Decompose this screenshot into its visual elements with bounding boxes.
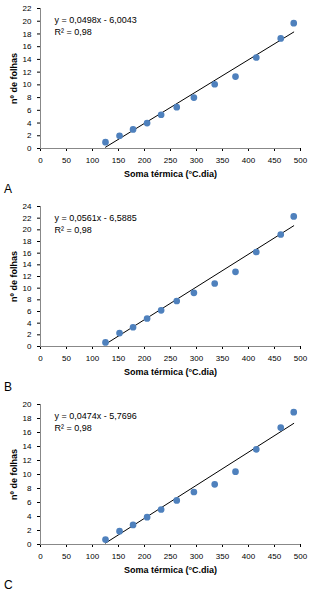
svg-text:nº de folhas: nº de folhas <box>9 449 19 500</box>
html-text:A: A <box>4 182 12 196</box>
svg-text:450: 450 <box>268 156 282 165</box>
svg-text:450: 450 <box>268 552 282 561</box>
svg-text:y = 0,0498x - 6,0043: y = 0,0498x - 6,0043 <box>55 15 137 25</box>
svg-text:y = 0,0561x - 6,5885: y = 0,0561x - 6,5885 <box>55 213 137 223</box>
svg-text:8: 8 <box>27 484 32 493</box>
svg-text:400: 400 <box>242 156 256 165</box>
svg-text:Soma térmica (°C.dia): Soma térmica (°C.dia) <box>124 367 217 377</box>
svg-text:18: 18 <box>23 30 32 39</box>
svg-text:6: 6 <box>27 307 32 316</box>
svg-text:200: 200 <box>138 552 152 561</box>
svg-text:Soma térmica (°C.dia): Soma térmica (°C.dia) <box>124 169 217 179</box>
svg-text:4: 4 <box>27 512 32 521</box>
svg-text:450: 450 <box>268 354 282 363</box>
svg-text:10: 10 <box>23 80 32 89</box>
svg-text:14: 14 <box>23 55 32 64</box>
svg-text:500: 500 <box>294 552 308 561</box>
svg-text:14: 14 <box>23 442 32 451</box>
svg-text:8: 8 <box>27 93 32 102</box>
svg-text:10: 10 <box>23 284 32 293</box>
svg-text:20: 20 <box>23 400 32 409</box>
svg-text:2: 2 <box>27 526 32 535</box>
svg-text:nº de folhas: nº de folhas <box>9 251 19 302</box>
html-text:B: B <box>4 380 12 394</box>
svg-text:150: 150 <box>112 156 126 165</box>
svg-text:2: 2 <box>27 131 32 140</box>
svg-text:4: 4 <box>27 119 32 128</box>
svg-text:0: 0 <box>27 144 32 153</box>
svg-text:10: 10 <box>23 470 32 479</box>
svg-text:200: 200 <box>138 354 152 363</box>
svg-text:0: 0 <box>38 354 43 363</box>
svg-text:18: 18 <box>23 237 32 246</box>
svg-text:0: 0 <box>38 552 43 561</box>
svg-text:R² = 0,98: R² = 0,98 <box>55 225 92 235</box>
svg-text:16: 16 <box>23 42 32 51</box>
svg-text:6: 6 <box>27 106 32 115</box>
svg-text:0: 0 <box>27 342 32 351</box>
svg-text:500: 500 <box>294 156 308 165</box>
svg-text:350: 350 <box>216 156 230 165</box>
svg-text:0: 0 <box>38 156 43 165</box>
svg-text:250: 250 <box>164 552 178 561</box>
svg-text:100: 100 <box>86 156 100 165</box>
svg-text:300: 300 <box>190 354 204 363</box>
svg-text:50: 50 <box>62 354 71 363</box>
svg-text:18: 18 <box>23 414 32 423</box>
svg-text:350: 350 <box>216 354 230 363</box>
svg-text:250: 250 <box>164 354 178 363</box>
svg-text:12: 12 <box>23 68 32 77</box>
svg-text:20: 20 <box>23 17 32 26</box>
html-text:C: C <box>4 578 13 592</box>
svg-text:Soma térmica (°C.dia): Soma térmica (°C.dia) <box>124 565 217 575</box>
svg-text:20: 20 <box>23 225 32 234</box>
svg-text:0: 0 <box>27 540 32 549</box>
svg-text:16: 16 <box>23 249 32 258</box>
svg-text:24: 24 <box>23 202 32 211</box>
svg-text:R² = 0,98: R² = 0,98 <box>55 423 92 433</box>
svg-text:12: 12 <box>23 456 32 465</box>
svg-text:4: 4 <box>27 319 32 328</box>
svg-text:100: 100 <box>86 354 100 363</box>
svg-text:16: 16 <box>23 428 32 437</box>
svg-text:350: 350 <box>216 552 230 561</box>
svg-text:14: 14 <box>23 260 32 269</box>
svg-text:250: 250 <box>164 156 178 165</box>
svg-text:12: 12 <box>23 272 32 281</box>
svg-text:400: 400 <box>242 354 256 363</box>
svg-text:200: 200 <box>138 156 152 165</box>
svg-text:100: 100 <box>86 552 100 561</box>
svg-text:22: 22 <box>23 4 32 13</box>
svg-text:300: 300 <box>190 552 204 561</box>
svg-text:50: 50 <box>62 156 71 165</box>
svg-text:8: 8 <box>27 295 32 304</box>
svg-text:300: 300 <box>190 156 204 165</box>
svg-text:50: 50 <box>62 552 71 561</box>
svg-text:6: 6 <box>27 498 32 507</box>
svg-text:400: 400 <box>242 552 256 561</box>
svg-text:150: 150 <box>112 354 126 363</box>
svg-text:22: 22 <box>23 214 32 223</box>
svg-text:150: 150 <box>112 552 126 561</box>
svg-text:500: 500 <box>294 354 308 363</box>
svg-text:y = 0,0474x - 5,7696: y = 0,0474x - 5,7696 <box>55 411 137 421</box>
svg-text:nº de folhas: nº de folhas <box>9 53 19 104</box>
svg-text:2: 2 <box>27 330 32 339</box>
svg-text:R² = 0,98: R² = 0,98 <box>55 27 92 37</box>
